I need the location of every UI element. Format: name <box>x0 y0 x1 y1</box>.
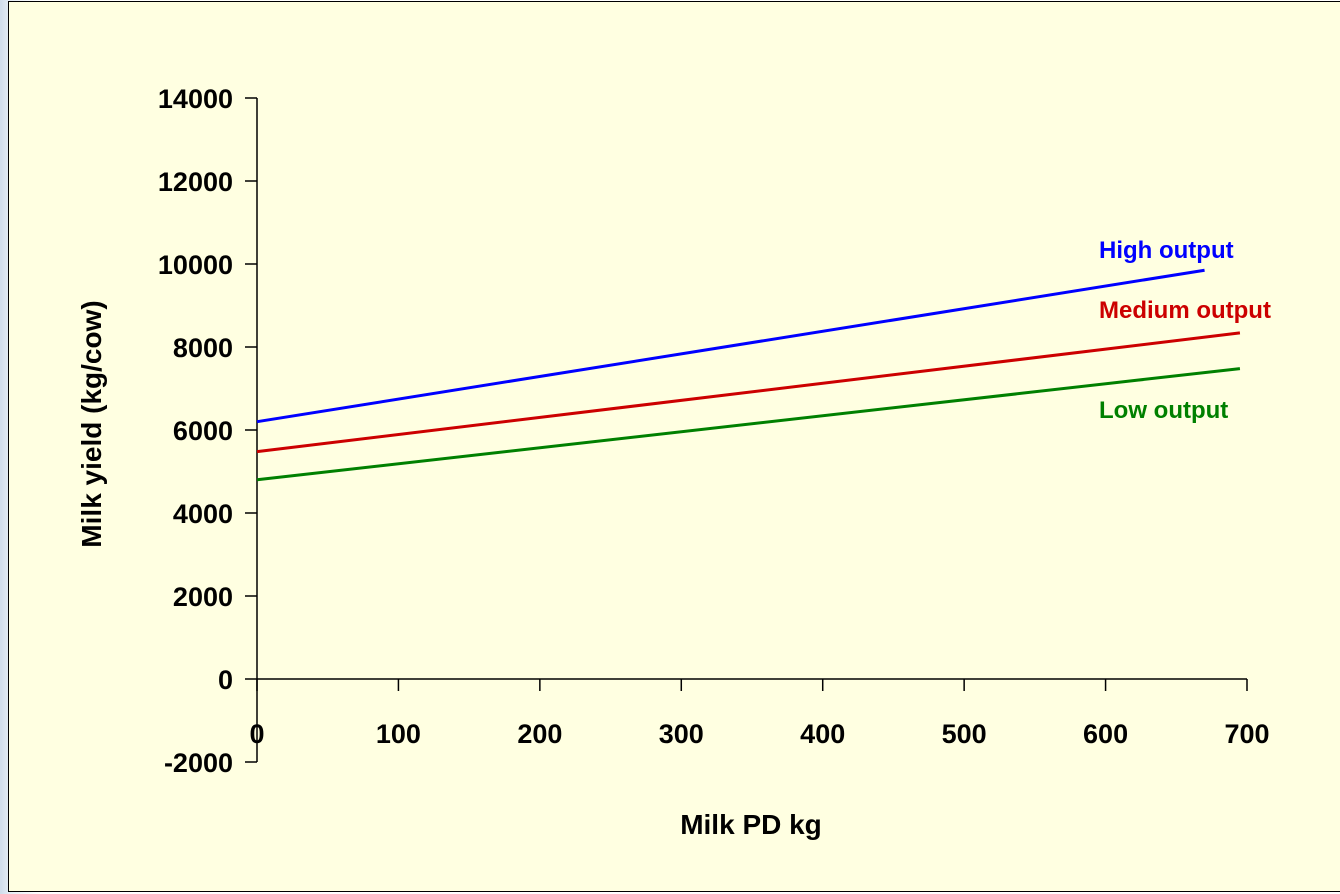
y-tick-label: -2000 <box>164 748 233 778</box>
series-label: Medium output <box>1099 297 1271 324</box>
x-tick-label: 300 <box>659 719 704 749</box>
x-tick-label: 200 <box>517 719 562 749</box>
y-tick-label: 14000 <box>158 84 233 114</box>
y-tick-label: 12000 <box>158 167 233 197</box>
series-line-medium-output <box>256 331 1241 454</box>
y-tick-label: 2000 <box>173 582 233 612</box>
series-label: Low output <box>1099 397 1228 424</box>
y-ticks: 14000 12000 10000 8000 6000 4000 2000 0 -2000 <box>158 84 257 778</box>
y-tick-label: 4000 <box>173 499 233 529</box>
axes <box>256 98 1247 762</box>
x-tick-label: 700 <box>1224 719 1269 749</box>
y-tick-label: 0 <box>218 665 233 695</box>
series-label: High output <box>1099 237 1234 264</box>
y-tick-label: 6000 <box>173 416 233 446</box>
x-tick-label: 400 <box>800 719 845 749</box>
y-axis-title: Milk yield (kg/cow) <box>76 300 107 547</box>
x-tick-label: 600 <box>1083 719 1128 749</box>
series-lines <box>256 268 1241 482</box>
series-line-high-output <box>256 268 1205 424</box>
y-tick-label: 10000 <box>158 250 233 280</box>
x-axis-title: Milk PD kg <box>680 809 822 840</box>
series-line-low-output <box>256 367 1241 482</box>
x-tick-label: 500 <box>942 719 987 749</box>
x-tick-label: 0 <box>249 719 264 749</box>
y-tick-label: 8000 <box>173 333 233 363</box>
x-tick-label: 100 <box>376 719 421 749</box>
series-labels: High output Medium output Low output <box>1099 237 1271 424</box>
x-ticks: 0 100 200 300 400 500 600 700 <box>249 679 1270 749</box>
